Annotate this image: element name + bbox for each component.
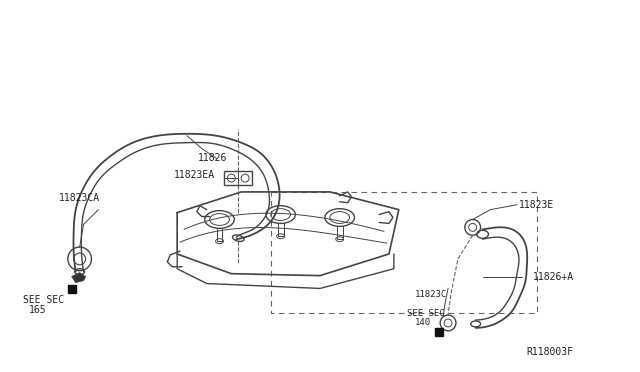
Text: 11826+A: 11826+A bbox=[532, 272, 574, 282]
Text: 11823EA: 11823EA bbox=[174, 170, 215, 180]
Text: 11823E: 11823E bbox=[519, 200, 554, 210]
Text: 165: 165 bbox=[28, 305, 46, 315]
Text: 11823C: 11823C bbox=[415, 290, 447, 299]
Text: SEE SEC: SEE SEC bbox=[406, 308, 444, 318]
Text: 140: 140 bbox=[415, 318, 431, 327]
Polygon shape bbox=[72, 273, 86, 283]
Text: SEE SEC: SEE SEC bbox=[22, 295, 63, 305]
Text: 11826: 11826 bbox=[198, 153, 227, 163]
Text: 11823CA: 11823CA bbox=[59, 193, 100, 203]
Text: R118003F: R118003F bbox=[527, 347, 574, 357]
